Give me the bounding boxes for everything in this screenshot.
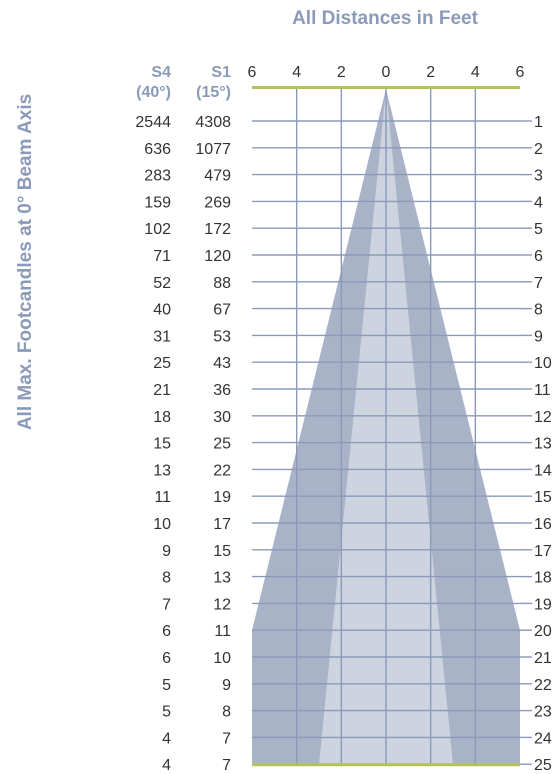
s4-footcandle-value: 71 [153, 248, 171, 265]
s1-footcandle-value: 479 [204, 168, 231, 185]
distance-label: 22 [534, 677, 552, 694]
s1-footcandle-value: 7 [222, 757, 231, 774]
x-tick-label: 4 [292, 64, 301, 81]
distance-label: 10 [534, 355, 552, 372]
s1-footcandle-value: 269 [204, 194, 231, 211]
distance-label: 3 [534, 168, 543, 185]
s1-footcandle-value: 19 [213, 489, 231, 506]
distance-label: 20 [534, 623, 552, 640]
s1-footcandle-value: 15 [213, 543, 231, 560]
s1-footcandle-value: 30 [213, 409, 231, 426]
s1-footcandle-value: 36 [213, 382, 231, 399]
distance-label: 5 [534, 221, 543, 238]
s4-footcandle-value: 15 [153, 436, 171, 453]
s1-footcandle-value: 12 [213, 596, 231, 613]
s4-footcandle-value: 7 [162, 596, 171, 613]
s1-footcandle-value: 11 [214, 623, 231, 640]
distance-label: 6 [534, 248, 543, 265]
s4-footcandle-value: 102 [144, 221, 171, 238]
s1-footcandle-value: 43 [213, 355, 231, 372]
distance-label: 21 [534, 650, 552, 667]
distance-label: 23 [534, 704, 552, 721]
s4-footcandle-value: 4 [162, 730, 171, 747]
s1-footcandle-value: 120 [204, 248, 231, 265]
s1-footcandle-value: 4308 [195, 114, 231, 131]
s4-footcandle-value: 52 [153, 275, 171, 292]
s4-footcandle-value: 6 [162, 650, 171, 667]
s4-footcandle-value: 13 [153, 462, 171, 479]
s1-footcandle-value: 53 [213, 328, 231, 345]
distance-label: 15 [534, 489, 552, 506]
s1-footcandle-value: 172 [204, 221, 231, 238]
s4-footcandle-value: 31 [153, 328, 171, 345]
distance-label: 25 [534, 757, 552, 774]
chart-title: All Distances in Feet [292, 8, 478, 29]
distance-label: 19 [534, 596, 552, 613]
s4-footcandle-value: 18 [153, 409, 171, 426]
s4-footcandle-value: 283 [144, 168, 171, 185]
distance-label: 7 [534, 275, 543, 292]
distance-label: 2 [534, 141, 543, 158]
s4-footcandle-value: 636 [144, 141, 171, 158]
distance-label: 12 [534, 409, 552, 426]
s4-footcandle-value: 10 [153, 516, 171, 533]
s4-footcandle-value: 5 [162, 704, 171, 721]
x-tick-label: 2 [426, 64, 435, 81]
distance-label: 16 [534, 516, 552, 533]
x-tick-label: 2 [337, 64, 346, 81]
distance-label: 24 [534, 730, 552, 747]
top-edge-bar [252, 86, 520, 89]
s4-footcandle-value: 2544 [135, 114, 171, 131]
s4-footcandle-value: 40 [153, 302, 171, 319]
s1-footcandle-value: 67 [213, 302, 231, 319]
distance-label: 8 [534, 302, 543, 319]
x-tick-label: 0 [382, 64, 391, 81]
bottom-edge-bar [252, 763, 520, 767]
x-tick-label: 6 [248, 64, 257, 81]
s4-footcandle-value: 25 [153, 355, 171, 372]
s4-footcandle-value: 9 [162, 543, 171, 560]
distance-label: 1 [534, 114, 543, 131]
s4-footcandle-value: 4 [162, 757, 171, 774]
column-header-angle: (15°) [196, 84, 231, 101]
s4-footcandle-value: 159 [144, 194, 171, 211]
column-header-angle: (40°) [136, 84, 171, 101]
distance-label: 17 [534, 543, 552, 560]
x-tick-label: 6 [516, 64, 525, 81]
s1-footcandle-value: 13 [213, 570, 231, 587]
s1-footcandle-value: 1077 [195, 141, 231, 158]
distance-label: 11 [534, 382, 551, 399]
s4-footcandle-value: 21 [153, 382, 171, 399]
distance-label: 4 [534, 194, 543, 211]
distance-label: 18 [534, 570, 552, 587]
s4-footcandle-value: 5 [162, 677, 171, 694]
distance-label: 14 [534, 462, 552, 479]
s1-footcandle-value: 7 [222, 730, 231, 747]
s1-footcandle-value: 10 [213, 650, 231, 667]
distance-label: 13 [534, 436, 552, 453]
x-tick-label: 4 [471, 64, 480, 81]
s1-footcandle-value: 22 [213, 462, 231, 479]
column-header-name: S4 [151, 64, 171, 81]
s4-footcandle-value: 8 [162, 570, 171, 587]
s4-footcandle-value: 6 [162, 623, 171, 640]
s1-footcandle-value: 8 [222, 704, 231, 721]
s4-footcandle-value: 11 [154, 489, 171, 506]
s1-footcandle-value: 25 [213, 436, 231, 453]
column-header-name: S1 [211, 64, 231, 81]
distance-label: 9 [534, 328, 543, 345]
s1-footcandle-value: 9 [222, 677, 231, 694]
s1-footcandle-value: 88 [213, 275, 231, 292]
s1-footcandle-value: 17 [213, 516, 231, 533]
